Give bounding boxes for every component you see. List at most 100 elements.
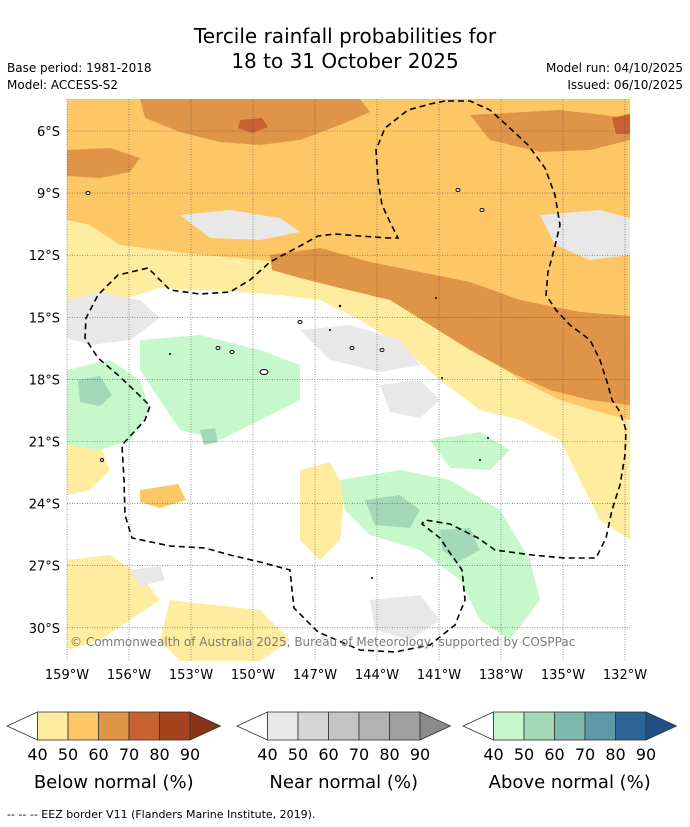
legend-swatch: [98, 711, 130, 741]
island-dots: [169, 297, 489, 579]
map-title: Tercile rainfall probabilities for 18 to…: [0, 24, 690, 74]
island: [85, 191, 91, 195]
longitude-label: 135°W: [541, 668, 585, 683]
legend-swatch: [584, 711, 616, 741]
above-60-spot-south: [365, 495, 420, 528]
near-50-region-north: [180, 210, 300, 240]
above-60-spot-west: [78, 376, 112, 406]
longitude-label: 141°W: [417, 668, 461, 683]
longitude-label: 147°W: [293, 668, 337, 683]
longitude-label: 144°W: [355, 668, 399, 683]
legend-tick-label: 50: [58, 745, 78, 764]
longitude-label: 150°W: [231, 668, 275, 683]
copyright-text: © Commonwealth of Australia 2025, Bureau…: [70, 635, 575, 649]
latitude-label: 27°S: [29, 560, 60, 575]
legend-tick-label: 70: [119, 745, 139, 764]
legend-tick-label: 70: [349, 745, 369, 764]
below-80-spot: [238, 118, 268, 133]
legend-tick-label: 90: [636, 745, 656, 764]
longitude-label: 138°W: [479, 668, 523, 683]
island: [329, 329, 331, 331]
legend-tick-label: 70: [575, 745, 595, 764]
graticule: [66, 99, 630, 661]
latitude-label: 21°S: [29, 436, 60, 451]
legend-swatch: [128, 711, 160, 741]
legend-swatch: [389, 711, 421, 741]
title-line-1: Tercile rainfall probabilities for: [193, 24, 497, 48]
near-50-region-mid2: [380, 380, 440, 418]
near-50-region-west: [67, 292, 160, 345]
legend-tick-label: 40: [27, 745, 47, 764]
island: [169, 353, 171, 355]
legend-extend-high: [419, 711, 452, 741]
island: [379, 348, 385, 352]
map-field: [67, 99, 630, 661]
model-name: Model: ACCESS-S2: [7, 78, 119, 92]
legend-near-normal: 40 50 60 70 80 90 Near normal (%): [236, 711, 452, 793]
latitude-label: 9°S: [37, 187, 60, 202]
longitude-label: 132°W: [603, 668, 647, 683]
island: [229, 350, 235, 354]
legend-swatch: [523, 711, 555, 741]
island: [100, 458, 104, 462]
issued-date: Issued: 06/10/2025: [567, 78, 683, 92]
longitude-label: 153°W: [169, 668, 213, 683]
legend-tick-label: 60: [88, 745, 108, 764]
latitude-label: 6°S: [37, 125, 60, 140]
meta-right: Model run: 04/10/2025 Issued: 06/10/2025: [546, 60, 683, 94]
below-50-south-patch: [300, 462, 345, 560]
below-60-south-patch: [140, 484, 186, 508]
legend-extend-high: [189, 711, 222, 741]
legend-tick-label: 50: [514, 745, 534, 764]
island: [215, 346, 221, 350]
legend: 40 50 60 70 80 90 Below normal (%) 40 50 60 70 80 9…: [6, 711, 678, 793]
below-50-southwest: [67, 440, 110, 495]
legend-swatch: [328, 711, 360, 741]
above-50-region-central: [140, 335, 300, 440]
legend-swatch: [554, 711, 586, 741]
island: [479, 208, 485, 212]
legend-swatch: [615, 711, 647, 741]
below-50-bottom: [160, 600, 290, 661]
legend-above-normal: 40 50 60 70 80 90 Above normal (%): [462, 711, 678, 793]
longitude-labels: 159°W 156°W 153°W 150°W 147°W 144°W 141°W 138°W…: [45, 668, 647, 683]
eez-border-north: [84, 100, 627, 653]
below-70-region-central: [270, 248, 630, 405]
below-70-region-north2: [67, 148, 140, 178]
legend-tick-label: 90: [180, 745, 200, 764]
latitude-label: 18°S: [29, 373, 60, 388]
latitude-label: 30°S: [29, 622, 60, 637]
near-50-region-east: [540, 210, 630, 260]
legend-title: Above normal (%): [489, 772, 651, 793]
legend-tick-label: 50: [288, 745, 308, 764]
island: [338, 304, 342, 308]
near-50-region-south: [370, 595, 440, 640]
legend-swatch: [493, 711, 525, 741]
near-50-region-south2: [130, 566, 165, 586]
legend-extend-low: [6, 711, 38, 741]
legend-swatch: [37, 711, 69, 741]
legend-swatch: [67, 711, 99, 741]
legend-swatch: [358, 711, 390, 741]
island: [435, 297, 437, 299]
island: [349, 346, 355, 350]
eez-footnote: -- -- -- EEZ border V11 (Flanders Marine…: [7, 808, 316, 821]
above-60-spot-central: [200, 428, 218, 445]
latitude-label: 12°S: [29, 249, 60, 264]
legend-below-normal: 40 50 60 70 80 90 Below normal (%): [6, 711, 222, 793]
longitude-label: 156°W: [107, 668, 151, 683]
legend-tick-label: 40: [257, 745, 277, 764]
legend-tick-label: 80: [149, 745, 169, 764]
legend-tick-label: 60: [318, 745, 338, 764]
title-line-2: 18 to 31 October 2025: [231, 49, 459, 73]
meta-left: Base period: 1981-2018 Model: ACCESS-S2: [7, 60, 152, 94]
legend-tick-label: 40: [483, 745, 503, 764]
island: [297, 320, 303, 324]
island: [371, 577, 373, 579]
model-run: Model run: 04/10/2025: [545, 61, 683, 75]
eez-borders: [84, 100, 627, 653]
island: [487, 437, 489, 439]
legend-swatch: [159, 711, 191, 741]
island: [441, 377, 443, 379]
